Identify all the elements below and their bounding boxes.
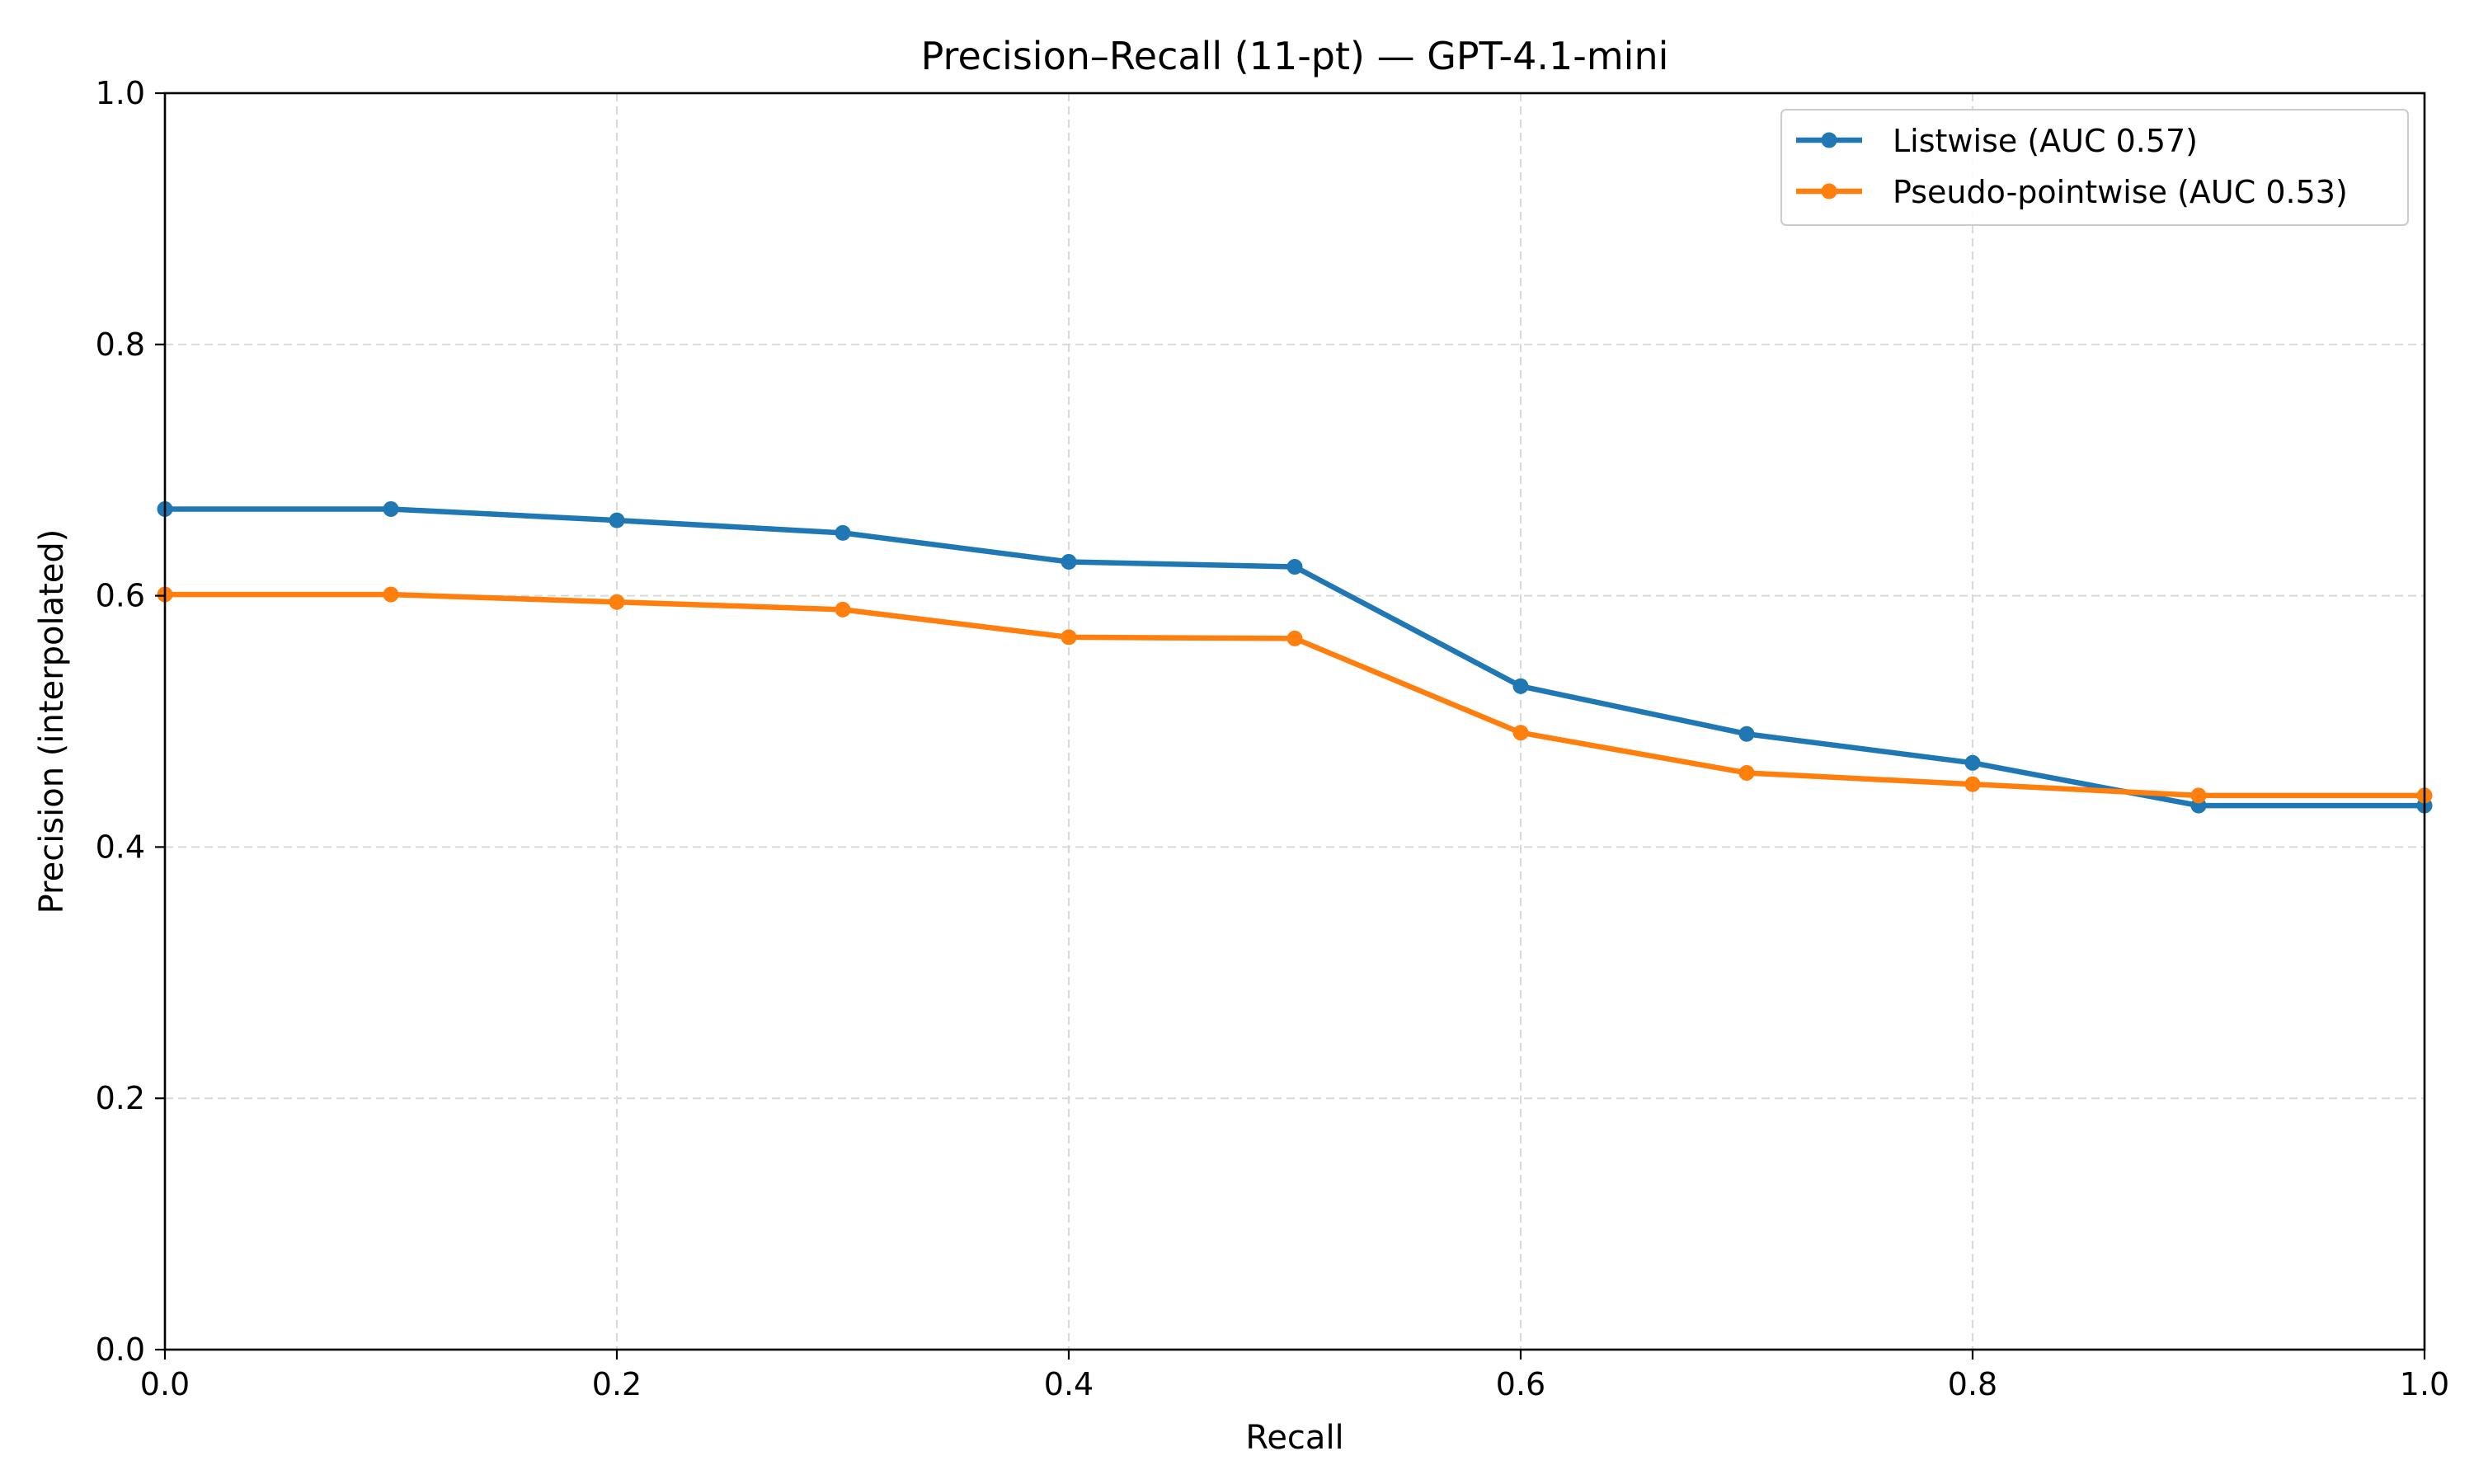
y-tick-label: 0.0 (96, 1331, 145, 1368)
data-point (1964, 776, 1981, 792)
x-tick-label: 0.2 (592, 1366, 642, 1402)
legend-box (1780, 109, 2409, 226)
data-point (609, 594, 625, 610)
ticks: 0.0 0.2 0.4 0.6 0.8 1.0 0.0 0.2 0.4 0.6 0.8 1.0 (96, 75, 2450, 1402)
y-tick-label: 0.6 (96, 578, 145, 614)
data-point (1286, 630, 1303, 646)
x-tick-label: 0.6 (1496, 1366, 1545, 1402)
series-2 (157, 586, 2433, 804)
series-layer (157, 500, 2433, 814)
x-axis-label: Recall (1245, 1419, 1343, 1457)
data-point (1286, 559, 1303, 575)
y-tick-label: 0.4 (96, 829, 145, 865)
y-tick-label: 0.2 (96, 1080, 145, 1116)
data-point (383, 500, 399, 517)
legend-marker (1821, 132, 1837, 148)
data-point (835, 524, 851, 541)
legend-label: Pseudo-pointwise (AUC 0.53) (1893, 174, 2348, 210)
x-tick-label: 0.4 (1044, 1366, 1094, 1402)
x-tick-label: 1.0 (2400, 1366, 2449, 1402)
y-tick-label: 0.8 (96, 326, 145, 363)
data-point (1964, 754, 1981, 771)
data-point (1738, 764, 1755, 781)
legend-marker (1821, 183, 1837, 200)
data-point (1738, 726, 1755, 742)
chart-title: Precision–Recall (11-pt) — GPT-4.1-mini (921, 34, 1669, 78)
x-tick-label: 0.8 (1948, 1366, 1997, 1402)
y-axis-label: Precision (interpolated) (33, 529, 71, 914)
data-point (2190, 787, 2207, 804)
data-point (609, 512, 625, 528)
x-tick-label: 0.0 (140, 1366, 190, 1402)
y-tick-label: 1.0 (96, 75, 145, 111)
data-point (1512, 725, 1529, 741)
data-point (835, 601, 851, 618)
legend-label: Listwise (AUC 0.57) (1893, 123, 2198, 159)
legend: Listwise (AUC 0.57) Pseudo-pointwise (AUC… (1780, 109, 2409, 226)
data-point (1061, 553, 1077, 570)
data-point (383, 586, 399, 603)
plot-frame (163, 92, 2426, 1351)
data-point (1061, 629, 1077, 646)
data-point (1512, 678, 1529, 694)
series-1 (157, 500, 2433, 814)
